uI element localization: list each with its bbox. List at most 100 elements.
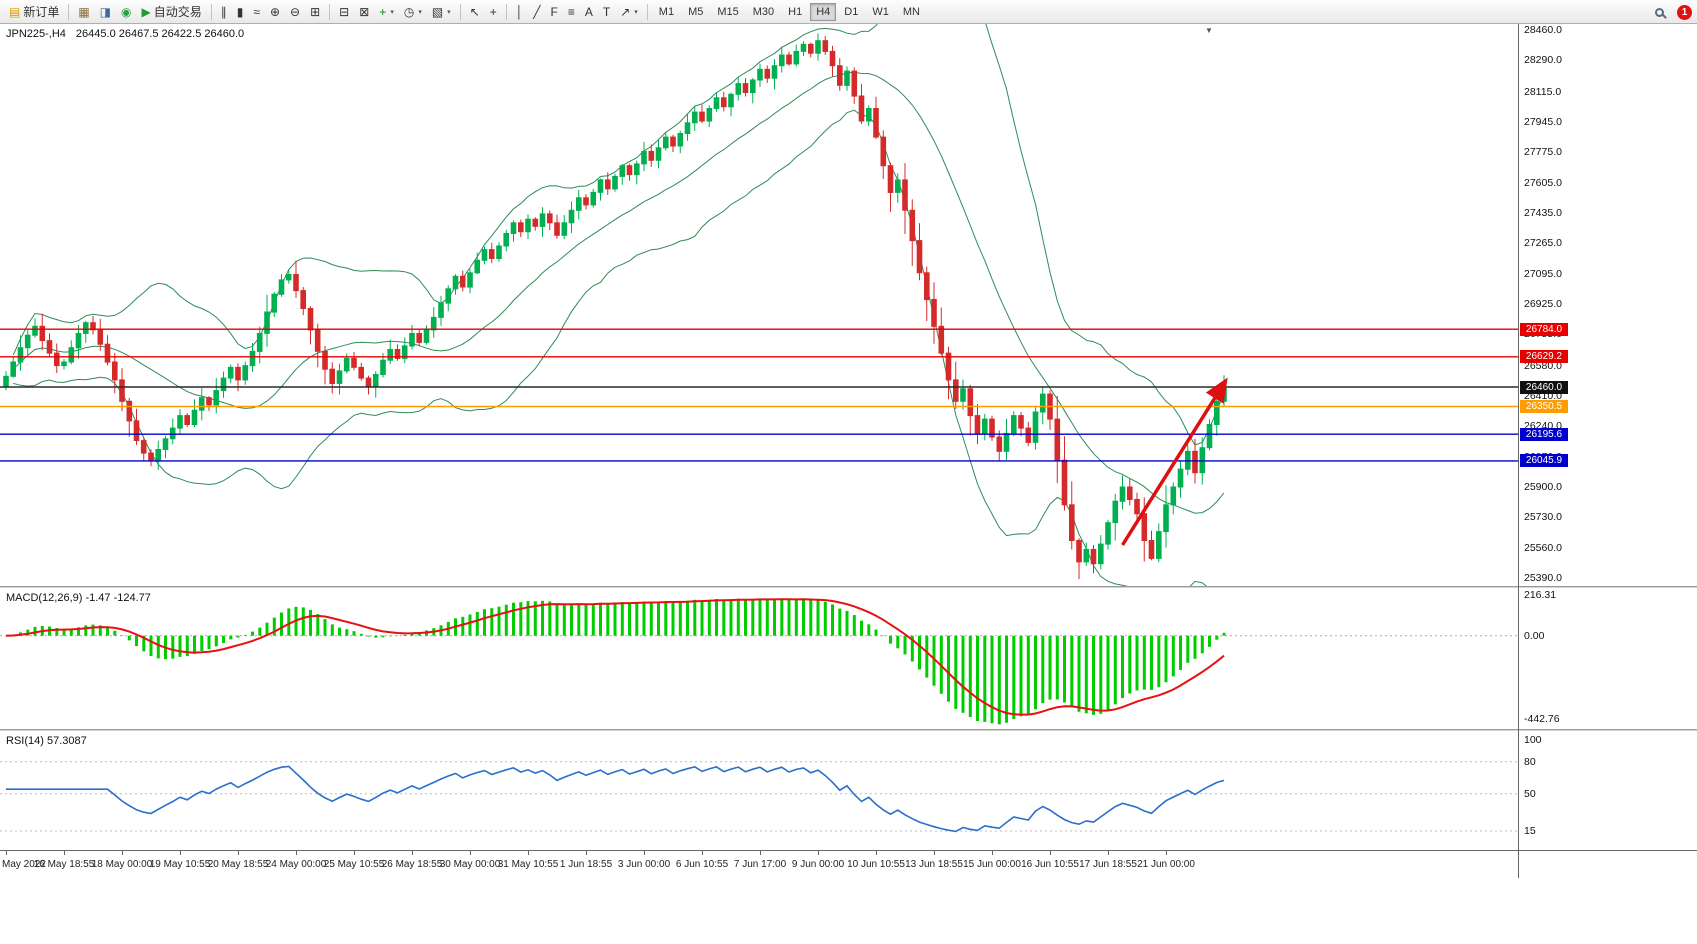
search-button[interactable] <box>1650 5 1669 20</box>
candle-body <box>104 343 111 363</box>
main-chart[interactable] <box>0 24 1518 586</box>
candle-body <box>916 240 923 274</box>
candle-body <box>1003 432 1010 452</box>
tf-button-D1[interactable]: D1 <box>844 5 859 18</box>
zoom-out-icon-button[interactable]: ⊖ <box>285 3 305 21</box>
shift-marker-icon[interactable]: ▼ <box>1205 26 1213 35</box>
tf-button-M30[interactable]: M30 <box>752 5 775 18</box>
candle-body <box>387 349 393 361</box>
candle-body <box>503 233 509 247</box>
toolbar-divider <box>646 3 648 20</box>
candle-body <box>815 40 821 54</box>
candle-body <box>488 249 495 260</box>
candle-body <box>351 357 357 368</box>
new-order-button[interactable]: ▤ 新订单 <box>4 0 64 23</box>
tf-button-MN[interactable]: MN <box>902 5 920 18</box>
candle-body <box>1141 513 1148 542</box>
channels-icon-button[interactable]: ≡ <box>563 3 580 21</box>
candles-layer <box>3 33 1227 580</box>
tf-button-M5[interactable]: M5 <box>688 5 704 18</box>
alerts-icon-button[interactable]: ◉ <box>116 3 136 21</box>
candle-body <box>271 293 277 313</box>
cursor-icon: ↖ <box>469 4 480 19</box>
candle-body <box>220 377 227 392</box>
candle-body <box>467 272 473 288</box>
price-axis: 26784.0 26629.2 26460.0 26350.5 26195.6 26045… <box>1519 24 1697 586</box>
arrows-icon-button[interactable]: ↗ ▾ <box>615 3 643 21</box>
crosshair-icon-button[interactable]: + <box>485 3 502 21</box>
rsi-label: RSI(14) 57.3087 <box>6 735 87 747</box>
trendline-icon-button[interactable]: ╱ <box>528 3 545 21</box>
candle-body <box>525 218 531 233</box>
time-axis-label: 9 Jun 00:00 <box>791 859 845 870</box>
candle-body <box>1040 393 1046 413</box>
period-selector-icon-button[interactable]: ◷ ▾ <box>399 3 427 21</box>
candle-body <box>887 165 894 193</box>
tf-button-H4[interactable]: H4 <box>810 2 837 21</box>
label-icon-button[interactable]: T <box>598 3 615 21</box>
bar-chart-icon-button[interactable]: ∥ <box>216 3 232 21</box>
candle-body <box>380 359 386 376</box>
candle-body <box>423 329 430 343</box>
cursor-icon-button[interactable]: ↖ <box>465 3 485 21</box>
candle-body <box>924 272 930 301</box>
candle-body <box>54 352 60 367</box>
rsi-panel[interactable] <box>0 732 1518 850</box>
line-chart-icon-button[interactable]: ≈ <box>248 3 265 21</box>
fibonacci-icon-button[interactable]: F <box>546 3 563 21</box>
time-tick <box>586 851 587 855</box>
candle-body <box>945 352 952 381</box>
candle-body <box>1192 450 1198 474</box>
rsi-axis-label: 80 <box>1524 755 1536 768</box>
panel-separator[interactable] <box>0 729 1697 732</box>
chevron-down-icon: ▾ <box>418 8 422 16</box>
candle-body <box>322 350 328 370</box>
macd-signal-line <box>5 598 1225 716</box>
candle-body <box>1076 540 1082 563</box>
zoom-in-icon-button[interactable]: ⊕ <box>265 3 285 21</box>
candle-body <box>416 333 422 343</box>
candle-body <box>539 213 546 227</box>
time-axis: May 2022 16 May 18:55 18 May 00:00 19 May 1… <box>0 850 1697 878</box>
text-icon-button[interactable]: A <box>580 3 598 21</box>
toolbar-groups: ▤ 新订单 ▦ ◨ ◉ ▶ 自动交易 ∥ ▮ ≈ ⊕ ⊖ ⊞ ⊟ ⊠ + ▾ ◷ ▾ ▧ ▾ ↖ + │ ╱ F ≡ A T ↗ ▾ M1 M5… <box>4 0 927 23</box>
trend-arrow-annotation[interactable] <box>1121 377 1228 546</box>
time-tick <box>818 851 819 855</box>
tf-button-W1[interactable]: W1 <box>872 5 889 18</box>
rsi-axis-label: 15 <box>1524 825 1536 837</box>
vertical-line-icon-button[interactable]: │ <box>511 3 529 21</box>
tile-windows-icon-button[interactable]: ⊞ <box>305 3 325 21</box>
candle-body <box>61 361 67 367</box>
candle-body <box>10 361 16 377</box>
macd-panel[interactable] <box>0 589 1518 729</box>
time-axis-label: 6 Jun 10:55 <box>675 859 729 870</box>
candle-body <box>1083 548 1090 563</box>
new-chart-button[interactable]: + ▾ <box>374 3 399 21</box>
profiles-icon-button[interactable]: ◨ <box>95 3 116 21</box>
chevron-down-icon: ▾ <box>390 8 394 16</box>
candlestick-chart-icon-button[interactable]: ▮ <box>232 3 249 21</box>
new-order-button-icon: ▤ <box>9 4 21 19</box>
cascade-windows-icon-button[interactable]: ⊠ <box>354 3 374 21</box>
chart-window-icon-button[interactable]: ▦ <box>73 3 94 21</box>
panel-separator[interactable] <box>0 586 1697 589</box>
fibonacci-icon: F <box>550 4 558 19</box>
tf-button-H1[interactable]: H1 <box>788 5 803 18</box>
tf-button-M15[interactable]: M15 <box>717 5 739 18</box>
candle-body <box>953 379 959 402</box>
templates-icon-button[interactable]: ▧ ▾ <box>427 3 456 21</box>
candle-body <box>249 350 256 367</box>
time-axis-label: 21 Jun 00:00 <box>1137 859 1195 870</box>
candle-body <box>438 302 444 318</box>
candle-body <box>481 249 488 261</box>
tf-button-M1[interactable]: M1 <box>658 5 675 18</box>
candle-body <box>670 136 676 147</box>
auto-trading-button[interactable]: ▶ 自动交易 <box>137 0 207 23</box>
candle-body <box>46 340 53 354</box>
price-axis-label: 27775.0 <box>1524 146 1562 159</box>
candle-body <box>895 179 901 193</box>
time-tick <box>238 851 239 855</box>
auto-arrange-icon-button[interactable]: ⊟ <box>334 3 354 21</box>
notification-badge[interactable]: 1 <box>1677 4 1692 20</box>
